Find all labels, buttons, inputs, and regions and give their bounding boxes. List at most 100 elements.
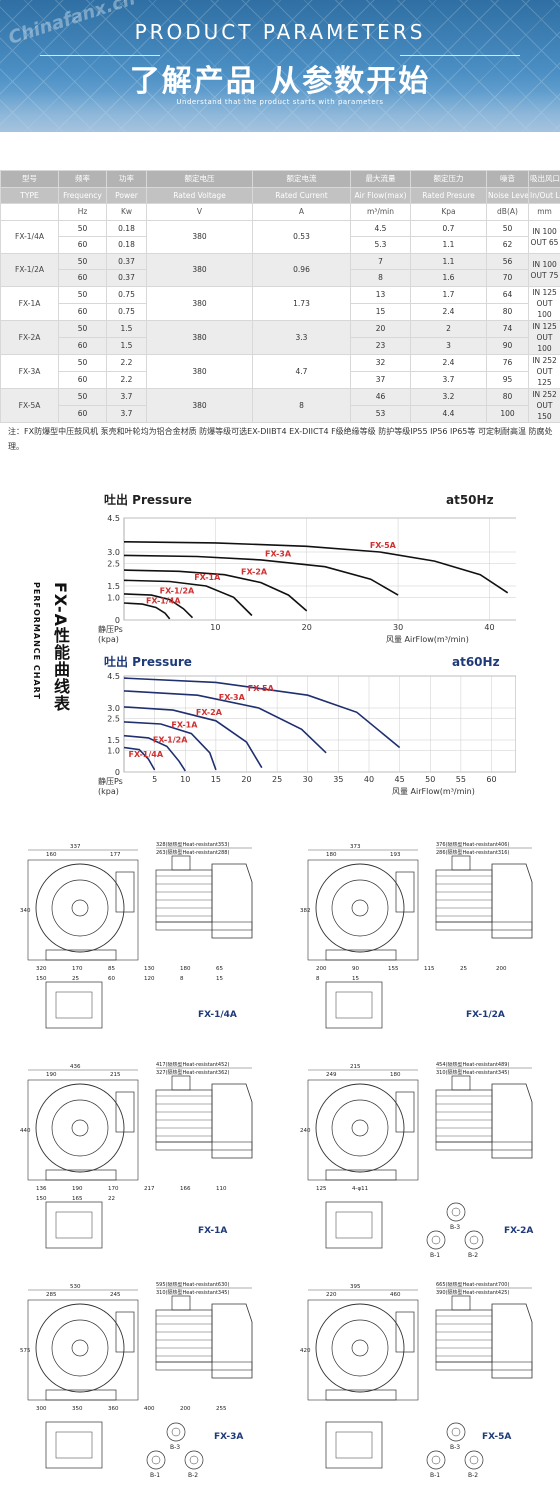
- pressure-cell: 3.2: [410, 387, 487, 406]
- side-base: [435, 1141, 533, 1151]
- current-cell: 0.96: [252, 252, 351, 287]
- noise-cell: 64: [486, 285, 529, 304]
- view-label: B-1: [430, 1472, 440, 1479]
- outlet-orientation-hub: [469, 1455, 479, 1465]
- dimension-value: 60: [108, 976, 115, 982]
- noise-cell: 74: [486, 319, 529, 338]
- y-axis-label: 静压Ps: [98, 624, 123, 634]
- dimension-value: 530: [70, 1284, 81, 1290]
- series-line-fx-1a: [123, 721, 217, 771]
- dimension-value: 160: [46, 852, 57, 858]
- y-tick-label: 2.5: [107, 715, 120, 724]
- drawing-fx-2a: 215 249 180 240 125 4-φ11 454(隔热型Heat-resistan…: [300, 1062, 533, 1259]
- port-line: IN 252: [532, 355, 557, 365]
- power-cell: 0.75: [106, 285, 147, 304]
- header-zh-8: 吸出风口 口径: [528, 170, 560, 188]
- side-base: [155, 921, 253, 931]
- perf-title-en-wrap: PERFORMANCE CHART: [32, 582, 46, 742]
- dimension-value: 130: [144, 966, 155, 972]
- series-line-fx-14a: [123, 746, 156, 771]
- drawing-fx-3a: 530 285 245 575 300 350 360 400 200 255 595(隔热型Hea…: [20, 1282, 253, 1479]
- impeller-ring: [51, 879, 109, 937]
- outlet-orientation-view: [426, 1230, 446, 1250]
- power-cell: 0.18: [106, 236, 147, 254]
- x-axis-label: 风量 AirFlow(m³/min): [392, 787, 475, 796]
- y-tick-label: 1.5: [107, 582, 120, 591]
- outlet-orientation-hub: [151, 1455, 161, 1465]
- banner-divider-right: [400, 55, 520, 56]
- port-line: OUT 100: [536, 332, 553, 353]
- view-label: B-3: [450, 1444, 460, 1451]
- side-dimension: 665(隔热型Heat-resistant700): [436, 1282, 509, 1288]
- dimension-value: 170: [72, 966, 83, 972]
- side-dimension: 310(隔热型Heat-resistant345): [436, 1069, 509, 1076]
- power-cell: 1.5: [106, 319, 147, 338]
- side-dimension: 417(隔热型Heat-resistant452): [156, 1062, 229, 1068]
- outlet-flange: [115, 1091, 135, 1133]
- frequency-cell: 60: [58, 302, 107, 321]
- hub: [71, 1119, 89, 1137]
- base-plate: [45, 1389, 117, 1401]
- x-tick-label: 15: [211, 775, 221, 784]
- noise-cell: 50: [486, 219, 529, 237]
- banner-title-zh: 了解产品 从参数开始: [129, 64, 431, 99]
- port-line: OUT 65: [530, 237, 559, 247]
- header-en-8: In/Out Let: [528, 186, 560, 204]
- hub: [71, 1339, 89, 1357]
- pressure-cell: 1.1: [410, 236, 487, 254]
- port-line: IN 125: [532, 287, 557, 297]
- drawing-label: FX-1/2A: [466, 1010, 505, 1020]
- header-zh-1: 频率: [58, 170, 107, 188]
- port-cell: IN 125 OUT 100: [528, 285, 560, 321]
- airflow-cell: 53: [350, 404, 411, 423]
- y-tick-label: 1.5: [107, 736, 120, 745]
- foot-view-inner: [335, 1431, 373, 1459]
- impeller-housing: [315, 863, 405, 953]
- noise-cell: 100: [486, 404, 529, 423]
- dimension-value: 15: [352, 976, 359, 982]
- table-row: FX-3A 50 2.2 380 4.7 32 2.4 76 IN 252 OUT 125: [0, 353, 560, 389]
- y-tick-label: 4.5: [107, 672, 120, 681]
- dimension-value: 25: [72, 976, 79, 982]
- dimension-value: 285: [46, 1292, 57, 1298]
- foot-view: [325, 981, 383, 1029]
- pressure-cell: 1.7: [410, 285, 487, 304]
- x-tick-label: 30: [303, 775, 313, 784]
- header-unit-3: V: [146, 203, 253, 221]
- voltage-cell: 380: [146, 219, 253, 254]
- dimension-value: 373: [350, 844, 361, 850]
- port-line: IN 252: [532, 389, 557, 399]
- voltage-cell: 380: [146, 319, 253, 355]
- frequency-cell: 50: [58, 219, 107, 237]
- dimension-value: 155: [388, 966, 399, 972]
- chart-60hz: 吐出 Pressure at60Hz 4.5 3.0 2.5 1.5 1.0 0 5 10 15 20…: [98, 654, 516, 796]
- frequency-cell: 60: [58, 236, 107, 254]
- current-cell: 1.73: [252, 285, 351, 321]
- x-tick-label: 5: [152, 775, 157, 784]
- table-row: 60 2.2 37 3.7 95: [1, 370, 560, 389]
- model-type: FX-1/2A: [0, 252, 59, 287]
- port-cell: IN 100 OUT 65: [528, 219, 560, 254]
- dimension-value: 460: [390, 1292, 401, 1298]
- pressure-cell: 3.7: [410, 370, 487, 389]
- dimension-value: 215: [110, 1072, 121, 1078]
- airflow-cell: 32: [350, 353, 411, 372]
- header-en-0: TYPE: [0, 186, 59, 204]
- side-base: [155, 1141, 253, 1151]
- pressure-cell: 2: [410, 319, 487, 338]
- table-row: FX-1/2A 50 0.37 380 0.96 7 1.1 56 IN 100 OUT 75: [0, 252, 560, 287]
- airflow-cell: 5.3: [350, 236, 411, 254]
- x-tick-label: 55: [456, 775, 466, 784]
- dimension-value: 8: [316, 976, 320, 982]
- side-dimension: 263(隔热型Heat-resistant288): [156, 849, 229, 856]
- x-tick-label: 25: [272, 775, 282, 784]
- motor-body: [155, 1309, 213, 1363]
- front-view-frame: [307, 859, 419, 961]
- impeller-housing: [315, 1083, 405, 1173]
- side-dimension: 328(隔热型Heat-resistant353): [156, 842, 229, 848]
- side-dimension: 310(隔热型Heat-resistant345): [156, 1289, 229, 1296]
- impeller-housing: [35, 1303, 125, 1393]
- table-row: FX-2A 50 1.5 380 3.3 20 2 74 IN 125 OUT 100: [0, 319, 560, 355]
- port-line: OUT 100: [536, 298, 553, 319]
